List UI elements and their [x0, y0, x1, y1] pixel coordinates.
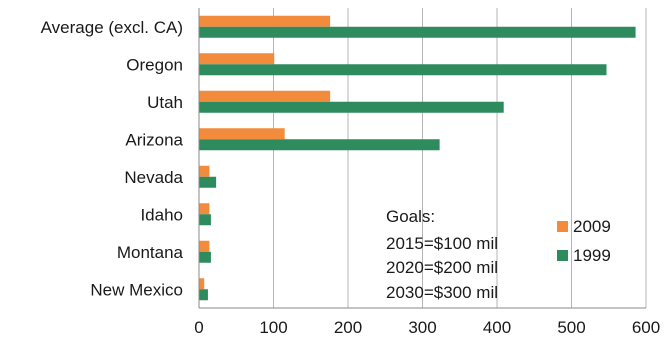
x-tick-label-100: 100	[259, 318, 287, 337]
category-labels: Average (excl. CA) Oregon Utah Arizona Nevad…	[41, 18, 184, 300]
category-label-0: Average (excl. CA)	[41, 18, 183, 37]
x-tick-label-400: 400	[483, 318, 511, 337]
category-label-7: New Mexico	[90, 280, 183, 299]
category-label-1: Oregon	[126, 55, 183, 74]
legend: 2009 1999	[557, 217, 611, 265]
legend-label-1999: 1999	[573, 246, 611, 265]
bar-1999-4	[199, 176, 217, 188]
bar-1999-3	[199, 139, 440, 151]
gridlines	[273, 8, 647, 308]
bar-1999-0	[199, 26, 636, 38]
bar-2009-2	[199, 90, 331, 102]
bar-1999-7	[199, 289, 208, 301]
category-label-4: Nevada	[124, 168, 183, 187]
bar-2009-5	[199, 203, 210, 215]
x-tick-label-0: 0	[194, 318, 203, 337]
legend-label-2009: 2009	[573, 217, 611, 236]
goals-line-3: 2020=$200 mil	[386, 258, 498, 277]
bar-2009-6	[199, 240, 210, 252]
bar-2009-4	[199, 165, 210, 177]
goals-line-1: Goals:	[386, 207, 435, 226]
legend-swatch-1999	[557, 250, 568, 261]
x-tick-labels: 0 100 200 300 400 500 600	[194, 318, 660, 337]
x-tick-label-500: 500	[557, 318, 585, 337]
bar-2009-7	[199, 278, 205, 290]
goals-line-2: 2015=$100 mil	[386, 234, 498, 253]
bar-2009-0	[199, 15, 331, 27]
legend-swatch-2009	[557, 221, 568, 232]
goals-annotation: Goals: 2015=$100 mil 2020=$200 mil 2030=…	[386, 207, 498, 302]
goals-line-4: 2030=$300 mil	[386, 283, 498, 302]
category-label-6: Montana	[117, 243, 184, 262]
bar-1999-2	[199, 101, 504, 113]
bar-2009-1	[199, 53, 275, 65]
category-label-5: Idaho	[140, 205, 183, 224]
category-label-3: Arizona	[125, 130, 183, 149]
bar-1999-1	[199, 64, 607, 76]
x-tick-label-600: 600	[632, 318, 660, 337]
category-label-2: Utah	[147, 93, 183, 112]
x-tick-label-300: 300	[408, 318, 436, 337]
bar-1999-5	[199, 214, 211, 226]
x-tick-label-200: 200	[334, 318, 362, 337]
bar-1999-6	[199, 251, 211, 263]
bars	[199, 15, 636, 301]
bar-2009-3	[199, 128, 285, 140]
